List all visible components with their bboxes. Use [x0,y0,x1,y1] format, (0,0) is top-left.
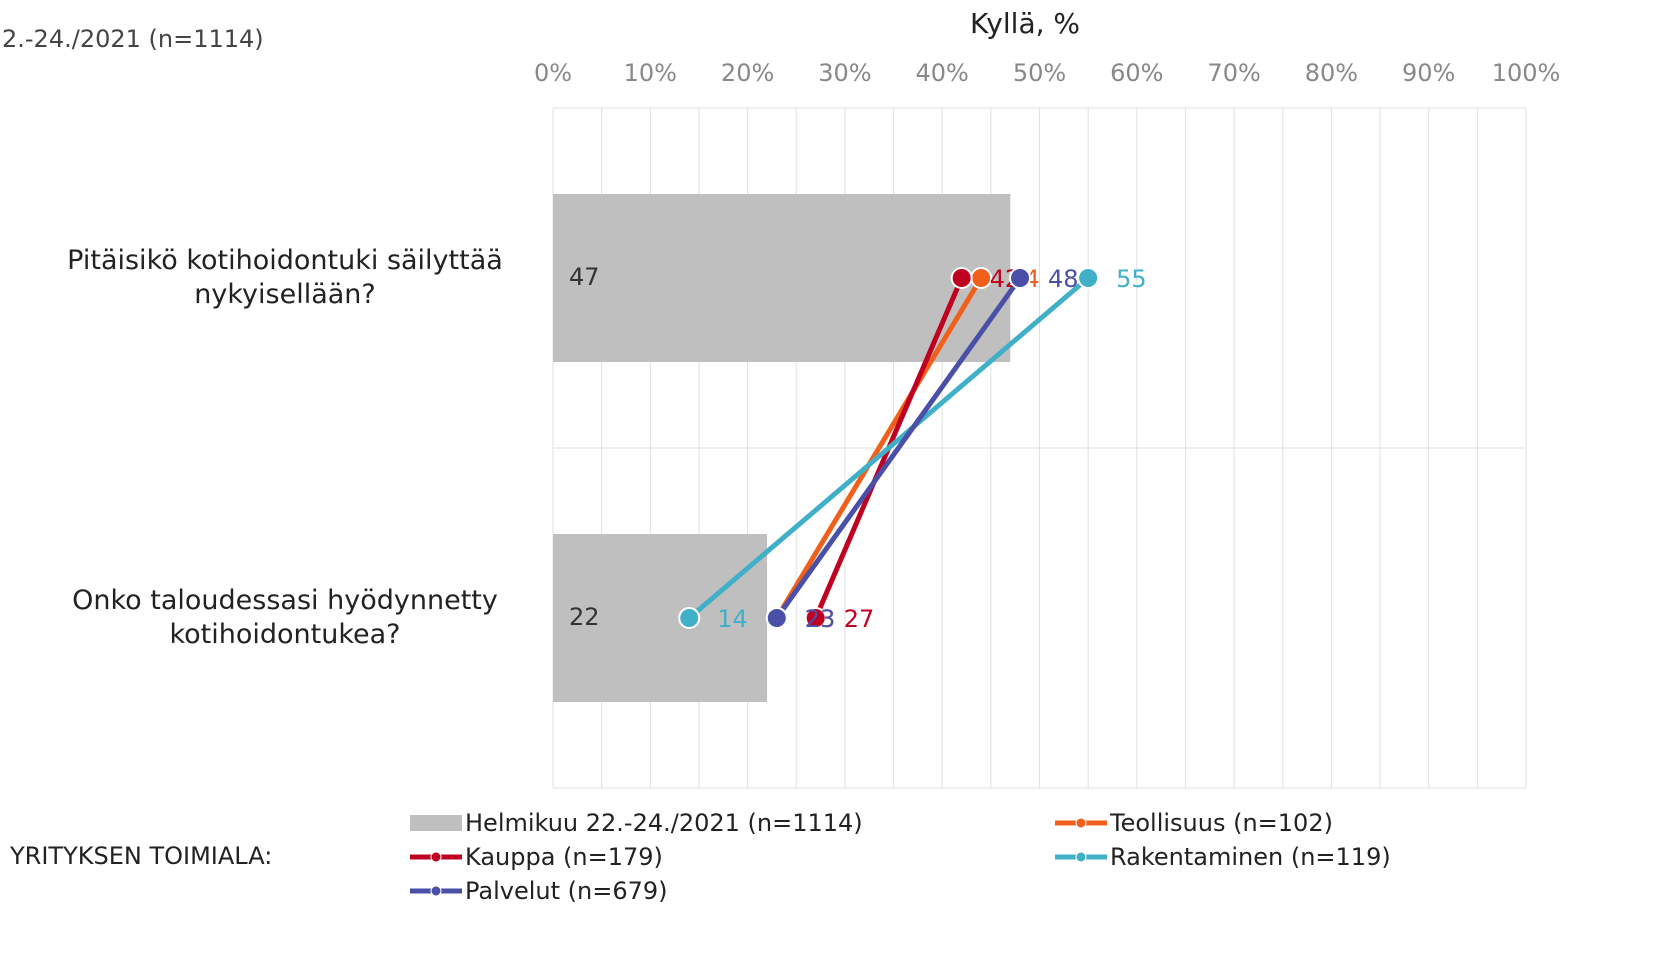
legend-marker [1075,851,1087,863]
series-marker [765,607,788,629]
series-marker [1009,267,1032,289]
category-label: Onko taloudessasi hyödynnetty kotihoidon… [72,585,498,650]
series-value-label: 48 [1048,265,1079,293]
header-note: 2.-24./2021 (n=1114) [2,25,264,53]
x-tick-label: 20% [721,59,774,87]
series-marker [970,267,993,289]
legend-title: YRITYKSEN TOIMIALA: [9,842,272,870]
legend-marker [1075,817,1087,829]
series-marker [1077,267,1100,289]
x-tick-label: 0% [534,59,572,87]
chart-title: Kyllä, % [970,7,1080,40]
x-tick-label: 10% [624,59,677,87]
legend-marker [430,851,442,863]
legend-label: Teollisuus (n=102) [1109,809,1333,837]
category-label: Pitäisikö kotihoidontuki säilyttää nykyi… [67,245,503,310]
series-marker [804,607,827,629]
legend-label: Helmikuu 22.-24./2021 (n=1114) [465,809,863,837]
x-tick-label: 50% [1013,59,1066,87]
legend-label: Rakentaminen (n=119) [1110,843,1391,871]
x-tick-label: 100% [1492,59,1561,87]
x-tick-label: 40% [916,59,969,87]
x-tick-label: 80% [1305,59,1358,87]
series-marker [678,607,701,629]
series-value-label: 14 [717,605,748,633]
x-tick-label: 70% [1207,59,1260,87]
series-marker [950,267,973,289]
x-tick-label: 30% [818,59,871,87]
bar [553,194,1011,362]
bar-value-label: 22 [569,603,600,631]
legend-marker [430,885,442,897]
series-value-label: 23 [805,605,836,633]
bar-value-label: 47 [569,263,600,291]
legend-label: Kauppa (n=179) [465,843,663,871]
x-tick-label: 60% [1110,59,1163,87]
x-tick-label: 90% [1402,59,1455,87]
bar [553,534,768,702]
series-line [774,276,1023,620]
series-value-label: 55 [1116,265,1147,293]
legend-swatch [410,815,462,831]
legend-label: Palvelut (n=679) [465,877,668,905]
series-line [687,276,1090,620]
series-value-label: 27 [844,605,875,633]
series-line [774,276,984,620]
